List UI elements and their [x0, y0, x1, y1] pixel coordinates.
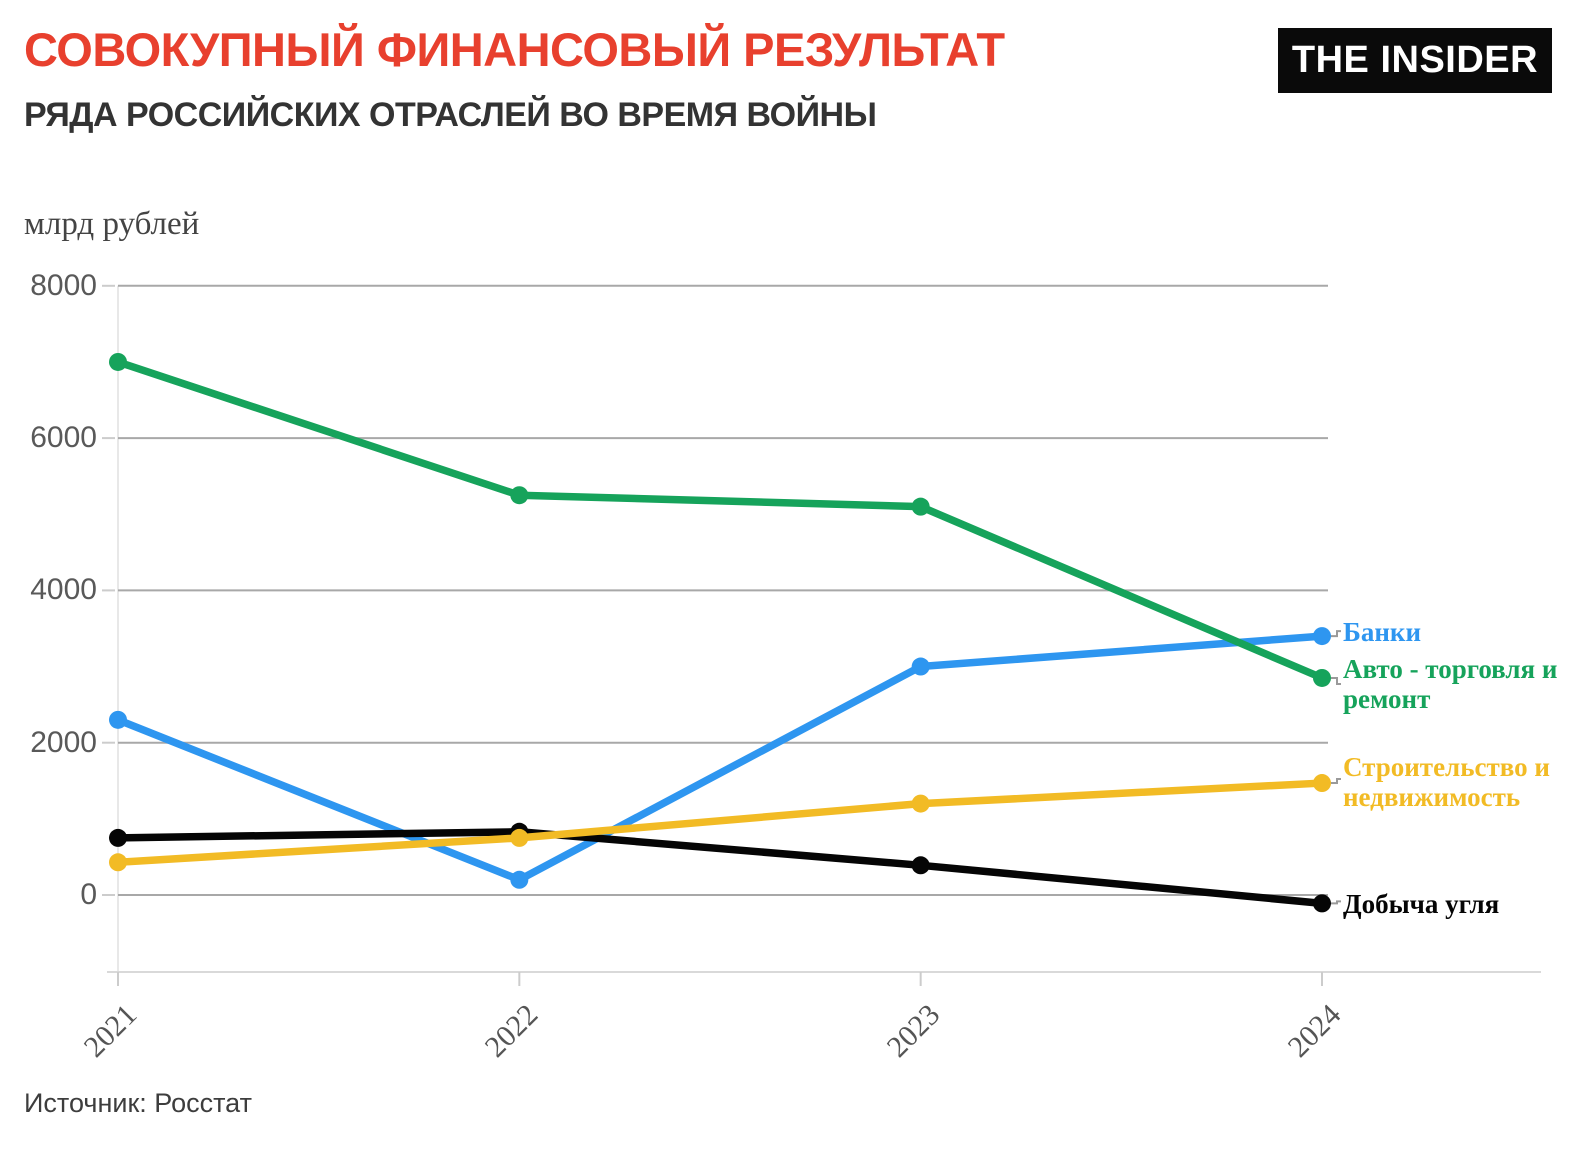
point-auto-2024	[1313, 668, 1331, 687]
y-axis-unit-label: млрд рублей	[24, 206, 200, 242]
label-leader-auto	[1331, 676, 1341, 685]
point-banks-2022	[510, 870, 529, 889]
point-banks-2024	[1313, 627, 1331, 646]
chart-title: СОВОКУПНЫЙ ФИНАНСОВЫЙ РЕЗУЛЬТАТ	[24, 23, 1005, 76]
point-coal-2024	[1313, 894, 1331, 913]
y-tick-label-2000: 2000	[30, 725, 97, 759]
chart-subtitle: РЯДА РОССИЙСКИХ ОТРАСЛЕЙ ВО ВРЕМЯ ВОЙНЫ	[24, 96, 877, 134]
point-construction-2021	[109, 853, 127, 872]
y-tick-label-0: 0	[80, 878, 97, 911]
the-insider-logo: THE INSIDER	[1278, 28, 1552, 93]
point-auto-2023	[911, 497, 930, 516]
point-construction-2022	[510, 828, 529, 847]
point-banks-2023	[911, 657, 930, 676]
point-banks-2021	[109, 710, 127, 729]
y-tick-label-6000: 6000	[30, 421, 97, 455]
label-leader-coal	[1331, 900, 1341, 905]
point-construction-2023	[911, 794, 930, 813]
y-tick-label-8000: 8000	[30, 268, 97, 302]
source-note: Источник: Росстат	[24, 1088, 252, 1118]
series-label-construction: Строительство и недвижимость	[1343, 752, 1550, 813]
line-construction	[114, 779, 1326, 867]
series-label-coal: Добыча угля	[1343, 889, 1500, 920]
label-leader-construction	[1331, 778, 1341, 785]
point-coal-2023	[911, 856, 930, 875]
line-banks	[114, 632, 1326, 884]
point-construction-2024	[1313, 774, 1331, 793]
label-leader-banks	[1331, 630, 1341, 638]
point-auto-2022	[510, 486, 529, 505]
the-insider-logo-text: THE INSIDER	[1291, 39, 1539, 81]
series-label-auto: Авто - торговля и ремонт	[1343, 653, 1558, 714]
line-auto	[114, 358, 1326, 682]
series-label-banks: Банки	[1343, 617, 1422, 648]
line-coal	[114, 828, 1326, 908]
point-auto-2021	[109, 352, 127, 371]
point-coal-2021	[109, 828, 127, 847]
y-tick-label-4000: 4000	[30, 573, 97, 607]
